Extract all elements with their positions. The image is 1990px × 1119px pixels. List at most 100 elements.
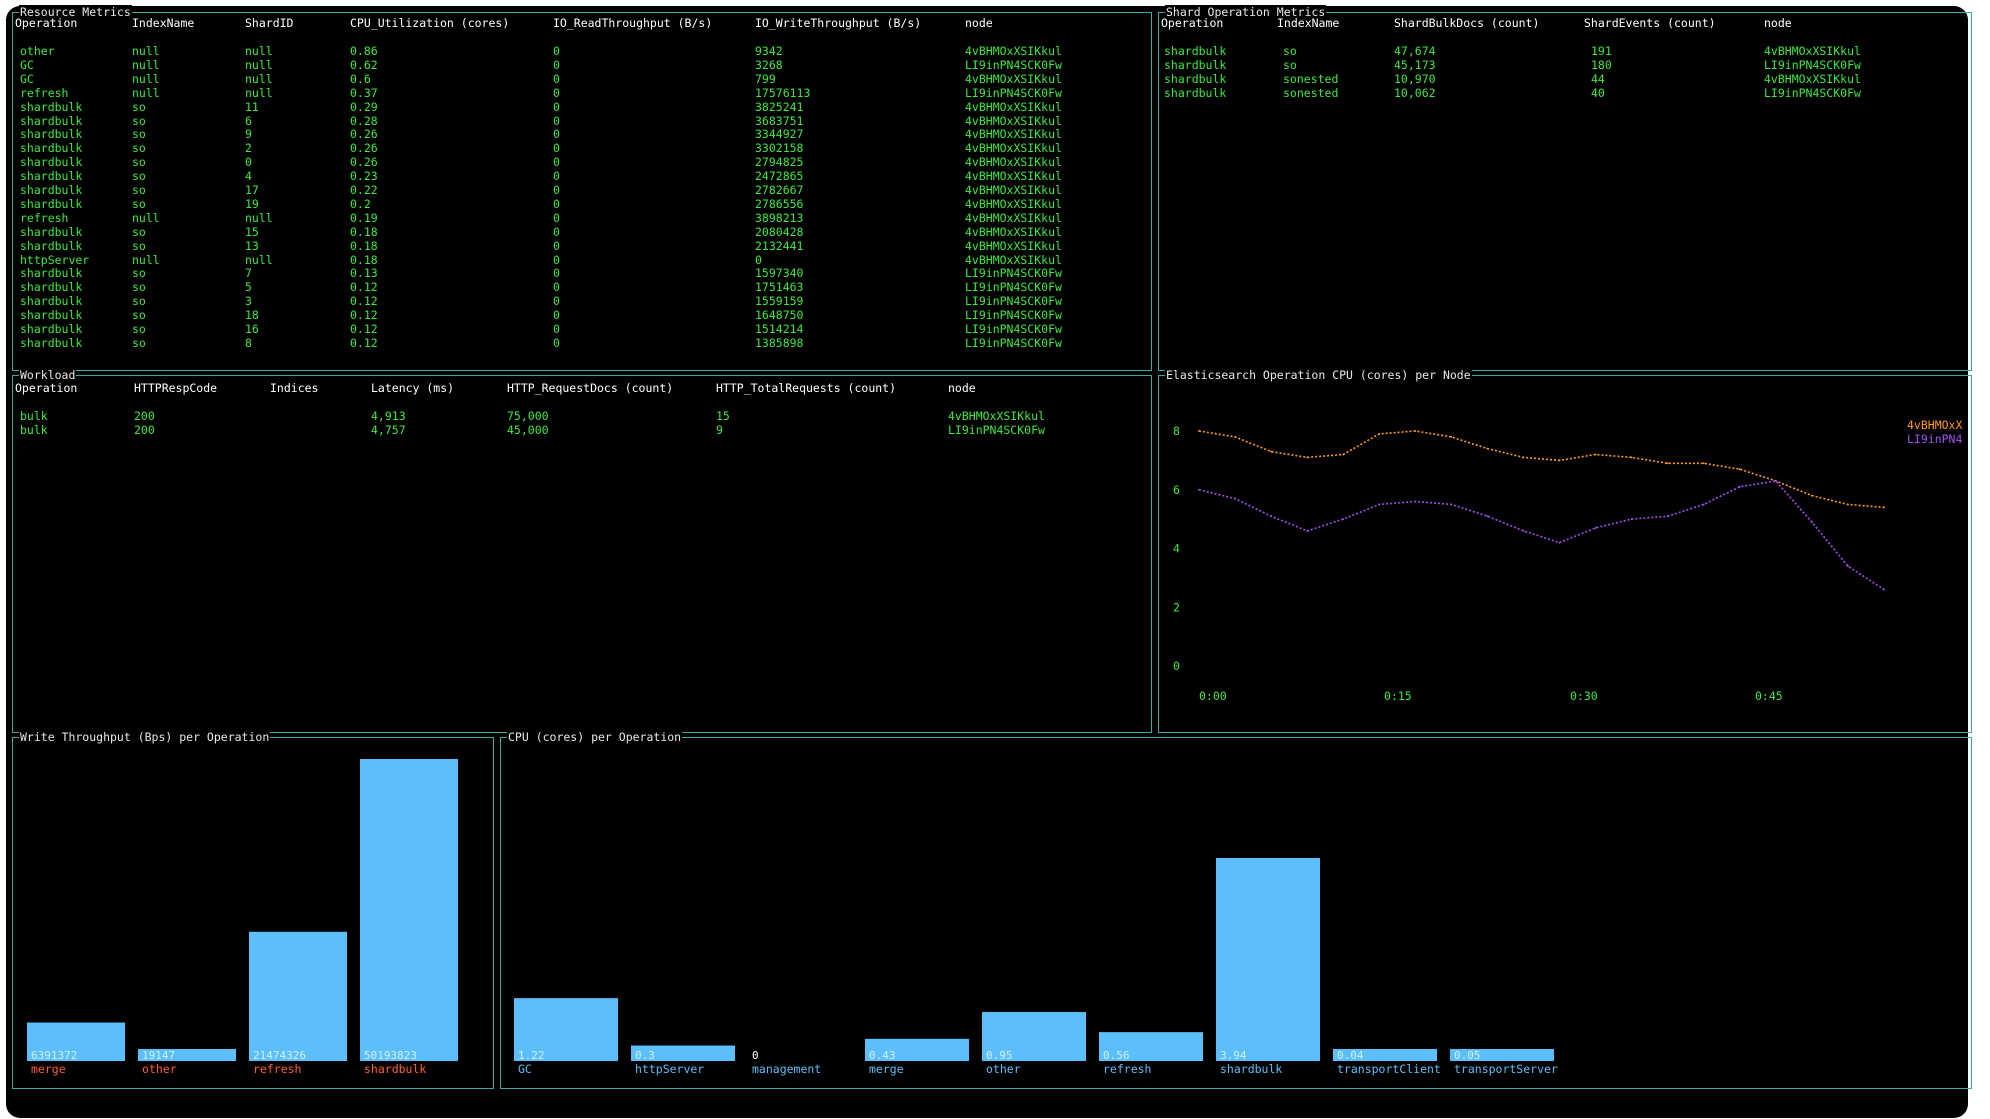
workload-row: bulk 200 4,757 45,000 9 LI9inPN4SCK0Fw xyxy=(13,423,1151,437)
bar-category-label: refresh xyxy=(253,1062,301,1076)
resource-metrics-row: shardbulk so 3 0.12 0 1559159 LI9inPN4SCK0Fw xyxy=(13,294,1151,308)
resource-metrics-row: shardbulk so 6 0.28 0 3683751 4vBHMOxXSIKkul xyxy=(13,114,1151,128)
resource-metrics-cell: 4vBHMOxXSIKkul xyxy=(965,44,1062,58)
resource-metrics-row: shardbulk so 0 0.26 0 2794825 4vBHMOxXSIKkul xyxy=(13,155,1151,169)
series-point xyxy=(1378,503,1381,506)
shard-operation-metrics-cell: sonested xyxy=(1283,71,1339,86)
resource-metrics-cell: LI9inPN4SCK0Fw xyxy=(965,335,1062,350)
bar xyxy=(1216,858,1320,1061)
series-line-1 xyxy=(1198,430,1885,509)
resource-metrics-cell: shardbulk xyxy=(20,99,83,114)
terminal-window: Resource Metrics Operation IndexName Shard… xyxy=(6,5,1972,1118)
resource-metrics-cell: 0.19 xyxy=(350,210,378,225)
resource-metrics-col-header: Operation xyxy=(15,16,78,30)
resource-metrics-cell: 0.12 xyxy=(350,322,378,336)
resource-metrics-cell: 17576113 xyxy=(755,85,811,100)
resource-metrics-cell: 9342 xyxy=(755,44,783,58)
resource-metrics-cell: so xyxy=(132,322,146,336)
shard-operation-metrics-cell: 180 xyxy=(1591,57,1612,72)
shard-operation-metrics-header: Operation IndexName ShardBulkDocs (count) S… xyxy=(1159,16,1971,30)
resource-metrics-cell: 4vBHMOxXSIKkul xyxy=(965,252,1062,267)
bar-value-label: 0.05 xyxy=(1454,1049,1481,1062)
resource-metrics-cell: 19 xyxy=(245,196,259,211)
resource-metrics-cell: null xyxy=(132,71,160,86)
resource-metrics-cell: 0 xyxy=(553,99,560,114)
resource-metrics-row: shardbulk so 11 0.29 0 3825241 4vBHMOxXSIKkul xyxy=(13,100,1151,114)
resource-metrics-row: shardbulk so 19 0.2 0 2786556 4vBHMOxXSIKkul xyxy=(13,197,1151,211)
y-tick-label: 2 xyxy=(1173,600,1180,614)
resource-metrics-row: GC null null 0.6 0 799 4vBHMOxXSIKkul xyxy=(13,72,1151,86)
shard-operation-metrics-cell: LI9inPN4SCK0Fw xyxy=(1764,85,1861,100)
resource-metrics-cell: 4vBHMOxXSIKkul xyxy=(965,196,1062,211)
resource-metrics-cell: 0 xyxy=(553,44,560,58)
resource-metrics-cell: 0.6 xyxy=(350,71,371,86)
resource-metrics-cell: null xyxy=(245,57,273,72)
bar-category-label: GC xyxy=(518,1062,532,1076)
resource-metrics-cell: 0 xyxy=(553,141,560,156)
bar-value-label: 19147 xyxy=(142,1049,175,1062)
shard-operation-metrics-cell: 4vBHMOxXSIKkul xyxy=(1764,71,1861,86)
bar xyxy=(865,1038,969,1061)
workload-cell: 4,913 xyxy=(371,409,406,423)
series-point xyxy=(1414,430,1417,432)
resource-metrics-cell: 0.18 xyxy=(350,224,378,239)
series-point xyxy=(1234,497,1236,500)
series-point xyxy=(1847,565,1849,568)
resource-metrics-cell: 4vBHMOxXSIKkul xyxy=(965,71,1062,86)
shard-operation-metrics-col-header: node xyxy=(1764,16,1792,30)
resource-metrics-cell: 0 xyxy=(553,169,560,184)
resource-metrics-cell: 18 xyxy=(245,308,259,323)
resource-metrics-cell: 0.26 xyxy=(350,141,378,156)
series-point xyxy=(1270,450,1273,453)
resource-metrics-cell: 2080428 xyxy=(755,224,804,239)
resource-metrics-cell: 2782667 xyxy=(755,183,804,197)
resource-metrics-cell: null xyxy=(132,85,160,100)
series-point xyxy=(1558,541,1561,544)
bar-category-label: management xyxy=(752,1062,821,1076)
resource-metrics-cell: 0 xyxy=(553,308,560,323)
resource-metrics-cell: 0 xyxy=(755,252,762,267)
workload-col-header: Operation xyxy=(15,381,78,395)
bar-category-label: transportClient xyxy=(1337,1062,1441,1076)
resource-metrics-cell: 17 xyxy=(245,183,259,197)
cpu-per-operation-panel: CPU (cores) per Operation 1.22 GC 0.3 httpS… xyxy=(500,730,1972,1089)
resource-metrics-cell: 8 xyxy=(245,335,252,350)
bar xyxy=(982,1012,1086,1061)
resource-metrics-cell: 1559159 xyxy=(755,294,804,309)
shard-operation-metrics-cell: shardbulk xyxy=(1164,44,1227,58)
resource-metrics-cell: 0 xyxy=(553,294,560,309)
resource-metrics-cell: shardbulk xyxy=(20,183,83,197)
resource-metrics-cell: 0.22 xyxy=(350,183,378,197)
resource-metrics-cell: GC xyxy=(20,71,34,86)
resource-metrics-cell: httpServer xyxy=(20,252,90,267)
resource-metrics-cell: 1385898 xyxy=(755,335,804,350)
x-tick-label: 0:15 xyxy=(1384,689,1412,703)
workload-cell: bulk xyxy=(20,409,48,423)
series-point xyxy=(1198,430,1200,432)
resource-metrics-header: Operation IndexName ShardID CPU_Utilization… xyxy=(13,16,1151,30)
shard-operation-metrics-cell: 45,173 xyxy=(1394,57,1436,72)
resource-metrics-cell: 0 xyxy=(553,238,560,253)
series-point xyxy=(1486,515,1489,518)
resource-metrics-cell: 0.28 xyxy=(350,113,378,128)
resource-metrics-cell: 2132441 xyxy=(755,238,804,253)
resource-metrics-cell: 13 xyxy=(245,238,259,253)
shard-operation-metrics-cell: 47,674 xyxy=(1394,44,1436,58)
shard-operation-metrics-col-header: IndexName xyxy=(1277,16,1340,30)
bar-category-label: transportServer xyxy=(1454,1062,1558,1076)
series-point xyxy=(1486,447,1489,450)
workload-row: bulk 200 4,913 75,000 15 4vBHMOxXSIKkul xyxy=(13,409,1151,423)
series-point xyxy=(1883,506,1885,509)
resource-metrics-cell: 4vBHMOxXSIKkul xyxy=(965,99,1062,114)
resource-metrics-cell: shardbulk xyxy=(20,169,83,184)
shard-operation-metrics-panel: Shard Operation Metrics Operation IndexNa… xyxy=(1158,5,1972,371)
resource-metrics-cell: LI9inPN4SCK0Fw xyxy=(965,266,1062,281)
resource-metrics-col-header: node xyxy=(965,16,993,30)
resource-metrics-cell: 0 xyxy=(553,252,560,267)
resource-metrics-cell: LI9inPN4SCK0Fw xyxy=(965,85,1062,100)
workload-header: Operation HTTPRespCode Indices Latency (ms)… xyxy=(13,381,1151,395)
shard-operation-metrics-cell: 10,062 xyxy=(1394,85,1436,100)
cpu-per-node-panel: Elasticsearch Operation CPU (cores) per … xyxy=(1158,368,1972,733)
bar xyxy=(514,998,618,1061)
resource-metrics-row: shardbulk so 16 0.12 0 1514214 LI9inPN4SCK0Fw xyxy=(13,322,1151,336)
